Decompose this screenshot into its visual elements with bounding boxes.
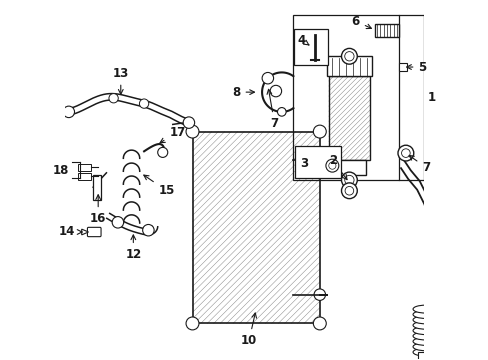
Bar — [93, 175, 101, 200]
Circle shape — [269, 85, 281, 97]
Circle shape — [313, 125, 325, 138]
Text: 17: 17 — [160, 126, 185, 143]
Text: 3: 3 — [300, 157, 307, 170]
Text: 12: 12 — [125, 235, 141, 261]
Bar — [326, 56, 371, 76]
Text: 11: 11 — [0, 359, 1, 360]
Bar — [294, 146, 341, 178]
Ellipse shape — [412, 343, 437, 351]
Circle shape — [325, 159, 338, 172]
Circle shape — [313, 317, 325, 330]
Circle shape — [341, 183, 357, 199]
Text: 13: 13 — [112, 67, 129, 94]
Text: 1: 1 — [427, 91, 435, 104]
Circle shape — [183, 117, 194, 129]
Bar — [192, 132, 319, 323]
Circle shape — [401, 149, 409, 157]
Text: 5: 5 — [406, 60, 426, 73]
Text: 10: 10 — [241, 313, 257, 347]
Circle shape — [109, 94, 118, 103]
Circle shape — [112, 217, 123, 228]
Ellipse shape — [412, 332, 437, 340]
Circle shape — [313, 289, 325, 300]
Text: 18: 18 — [53, 164, 69, 177]
Bar — [418, 352, 432, 360]
Bar — [328, 76, 369, 160]
Text: 2: 2 — [328, 154, 346, 180]
Circle shape — [344, 175, 353, 185]
Circle shape — [313, 155, 325, 166]
Circle shape — [158, 147, 167, 157]
Polygon shape — [81, 229, 88, 235]
Text: 7: 7 — [408, 156, 429, 174]
Circle shape — [139, 99, 148, 108]
Text: 16: 16 — [90, 195, 106, 225]
Text: 8: 8 — [232, 86, 254, 99]
Ellipse shape — [412, 327, 437, 334]
Bar — [293, 30, 327, 65]
Circle shape — [345, 186, 353, 195]
Circle shape — [262, 72, 273, 84]
Ellipse shape — [412, 337, 437, 345]
Circle shape — [328, 162, 335, 169]
Circle shape — [397, 145, 413, 161]
Bar — [398, 63, 406, 71]
Ellipse shape — [412, 321, 437, 329]
Ellipse shape — [412, 305, 437, 313]
FancyBboxPatch shape — [87, 227, 101, 237]
Circle shape — [63, 106, 74, 118]
Circle shape — [344, 51, 353, 61]
Text: 6: 6 — [351, 15, 370, 28]
Circle shape — [185, 125, 199, 138]
Bar — [78, 173, 91, 180]
Bar — [78, 164, 91, 171]
Text: 4: 4 — [297, 33, 308, 47]
Circle shape — [341, 48, 357, 64]
Text: 14: 14 — [59, 225, 82, 238]
Text: 15: 15 — [143, 175, 174, 197]
Ellipse shape — [412, 311, 437, 319]
Circle shape — [142, 225, 154, 236]
Ellipse shape — [412, 348, 437, 356]
Circle shape — [277, 108, 285, 116]
Ellipse shape — [412, 316, 437, 324]
Bar — [374, 24, 398, 37]
Bar — [332, 160, 366, 175]
Circle shape — [185, 317, 199, 330]
Text: 7: 7 — [266, 89, 278, 130]
Circle shape — [341, 172, 357, 188]
Text: 9: 9 — [0, 359, 1, 360]
Bar — [292, 15, 398, 180]
